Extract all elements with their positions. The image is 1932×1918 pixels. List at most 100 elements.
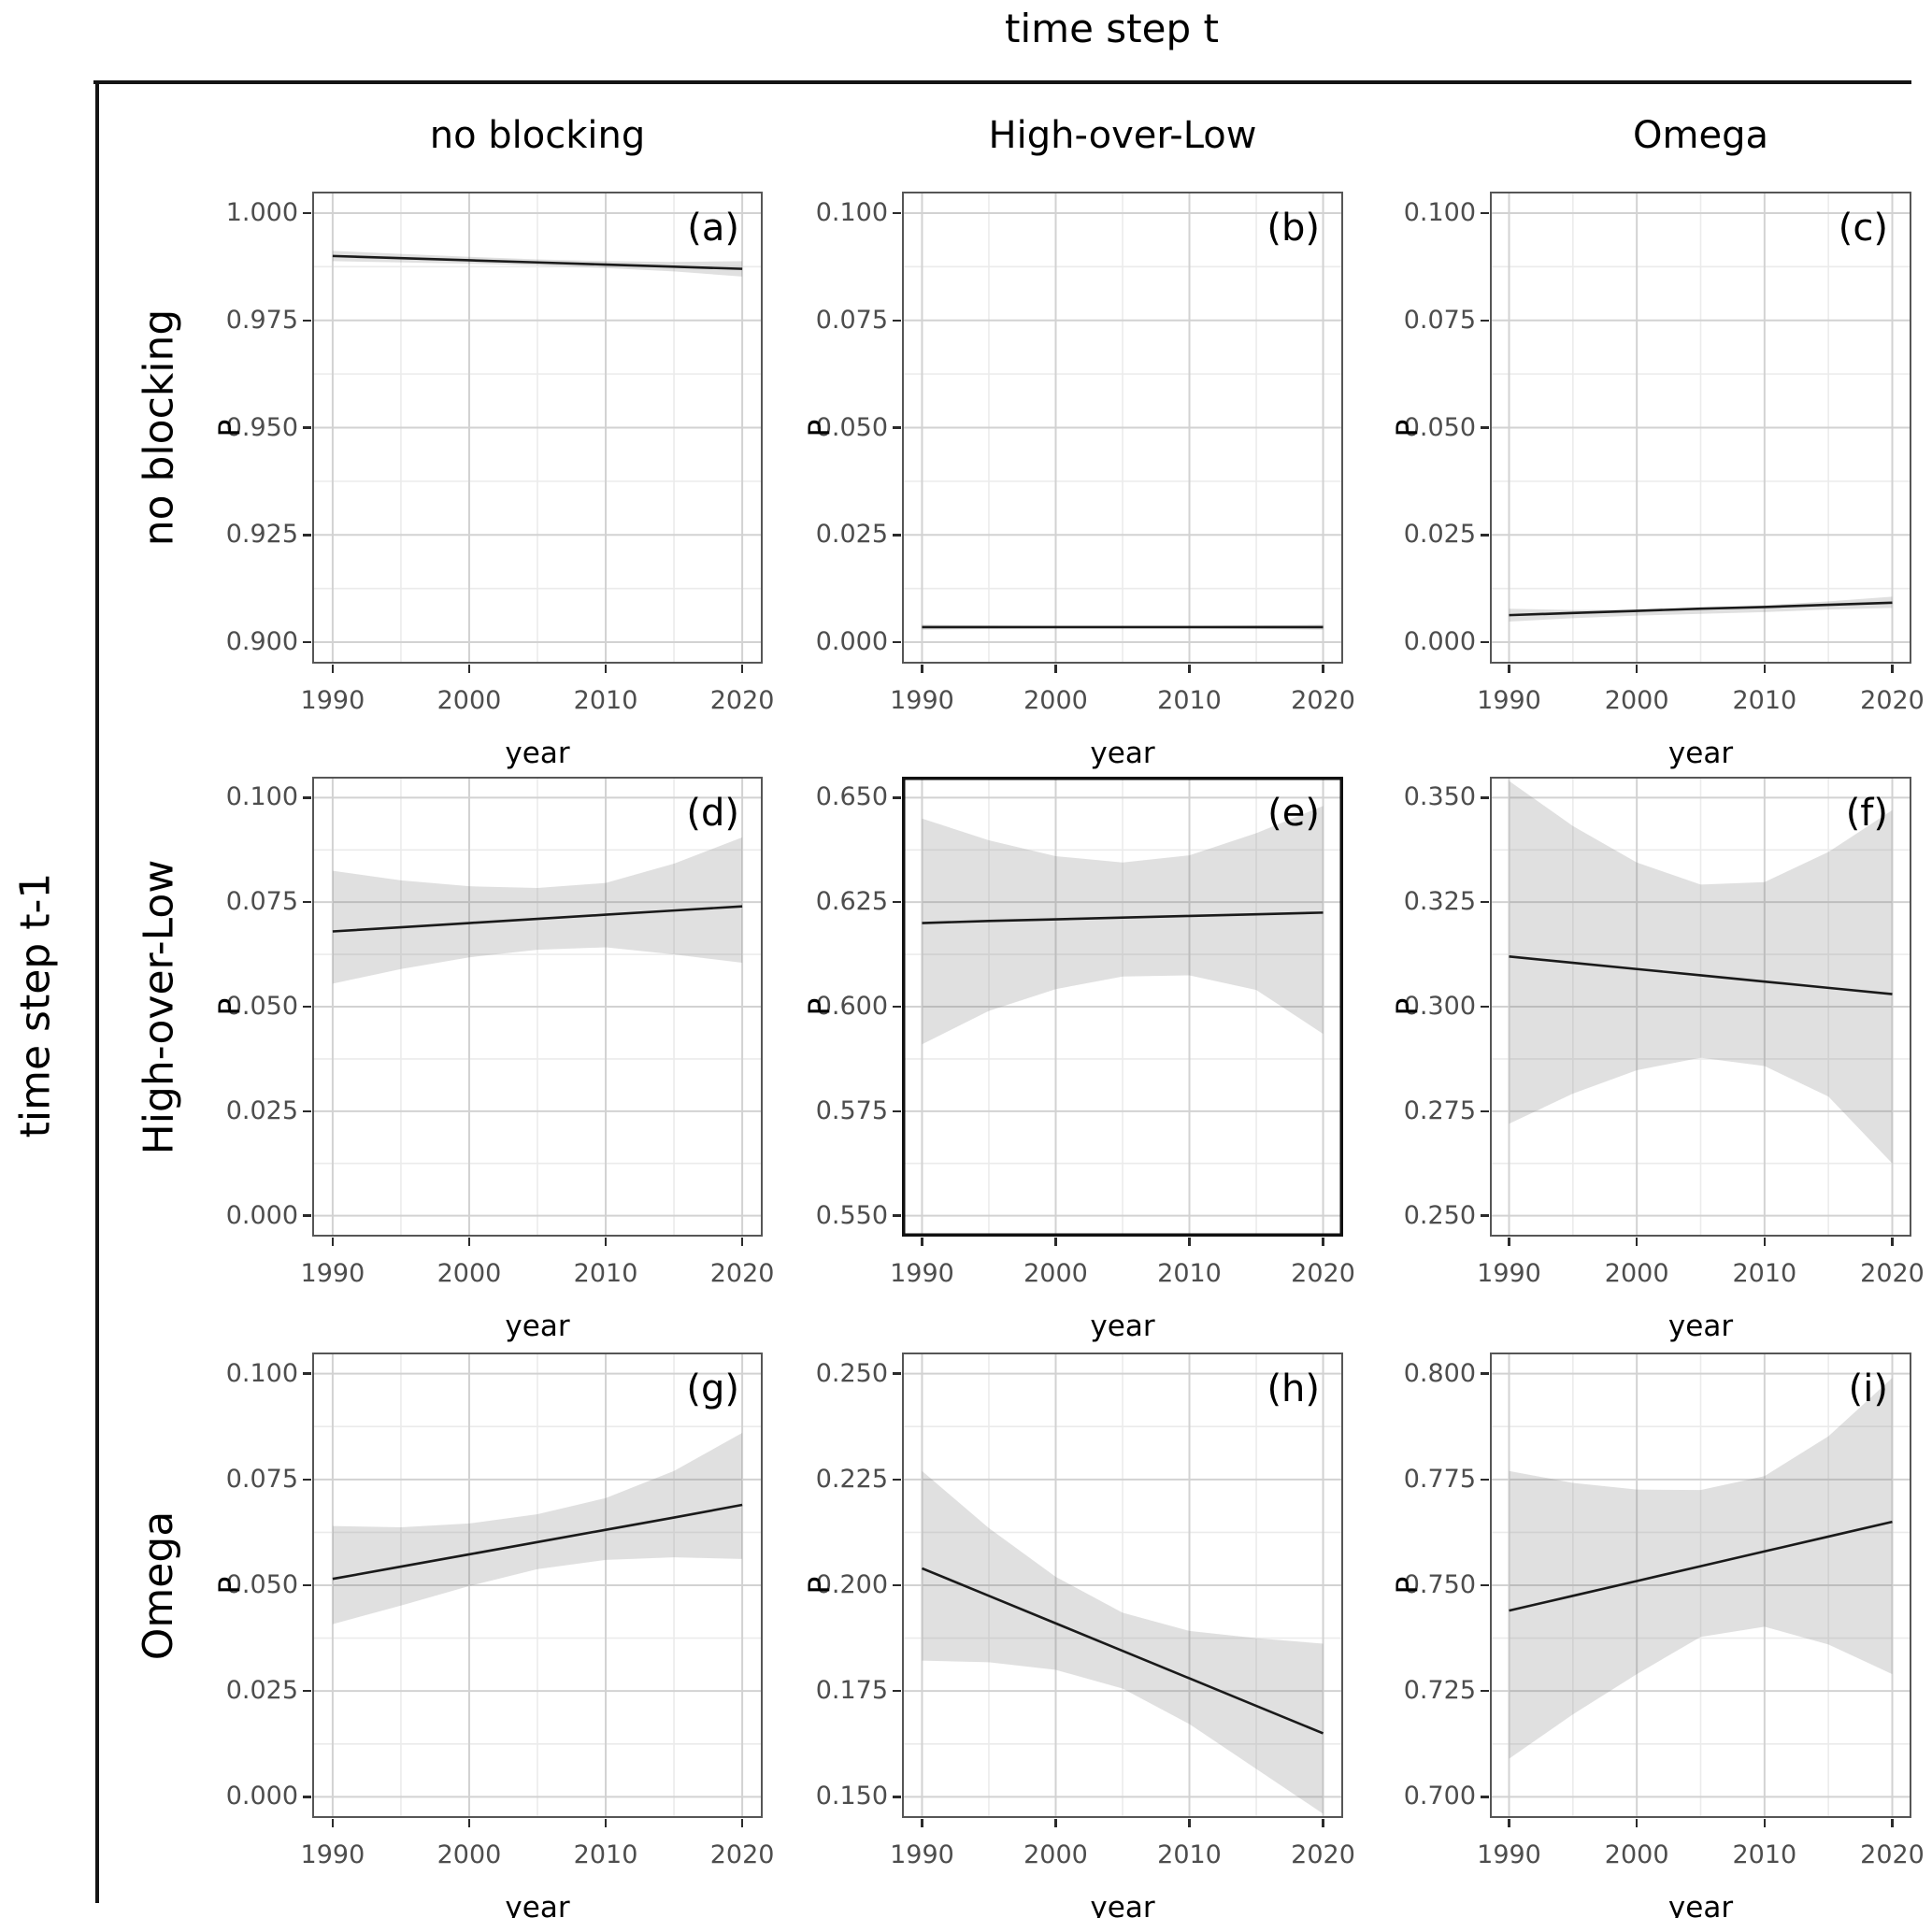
- y-tick-mark: [303, 426, 311, 429]
- x-tick-label: 2020: [1291, 1840, 1355, 1869]
- y-tick-mark: [893, 211, 901, 215]
- y-tick-mark: [893, 1796, 901, 1798]
- left-axis-rule: [95, 80, 99, 1903]
- x-tick-label: 1990: [1477, 1840, 1541, 1869]
- x-tick-label: 2010: [573, 1259, 638, 1288]
- x-tick-label: 2020: [1860, 686, 1925, 715]
- y-tick-label: 0.575: [815, 1095, 888, 1125]
- y-tick-label: 0.025: [225, 1676, 298, 1706]
- panel-tag: (h): [1267, 1367, 1320, 1410]
- y-tick-mark: [1481, 640, 1489, 644]
- trend-line: [1509, 955, 1893, 995]
- panel-border: [1490, 192, 1911, 664]
- y-tick-mark: [893, 1005, 901, 1009]
- y-axis-title: P: [213, 997, 247, 1016]
- x-tick-mark: [1322, 1238, 1324, 1246]
- trend-line: [922, 911, 1324, 924]
- y-tick-label: 0.175: [815, 1676, 888, 1706]
- x-tick-mark: [1763, 1238, 1767, 1246]
- y-tick-label: 0.025: [225, 1095, 298, 1125]
- y-tick-mark: [1481, 319, 1489, 322]
- panel-plot-i: [1490, 1353, 1911, 1818]
- x-axis-title: year: [1090, 1310, 1155, 1343]
- trend-line: [1509, 601, 1893, 617]
- figure-title: time step t: [1005, 6, 1219, 51]
- x-tick-label: 2000: [436, 686, 502, 715]
- y-tick-mark: [303, 1372, 311, 1375]
- column-header-omega: Omega: [1633, 114, 1768, 157]
- x-tick-label: 2020: [1291, 686, 1355, 715]
- y-tick-label: 0.600: [815, 992, 888, 1021]
- x-tick-mark: [740, 665, 744, 673]
- y-tick-mark: [1481, 1478, 1489, 1481]
- x-tick-mark: [1635, 665, 1639, 673]
- x-tick-label: 2020: [709, 1259, 775, 1288]
- y-tick-mark: [303, 1478, 311, 1481]
- y-axis-title: P: [803, 419, 837, 437]
- x-tick-label: 2010: [1157, 1259, 1222, 1288]
- x-tick-label: 2020: [709, 1840, 775, 1869]
- y-tick-label: 0.225: [815, 1464, 888, 1494]
- y-tick-mark: [1481, 796, 1489, 799]
- x-tick-mark: [1508, 1819, 1510, 1827]
- column-header-no-blocking: no blocking: [429, 114, 646, 157]
- y-tick-mark: [303, 1109, 311, 1113]
- y-tick-label: 0.100: [815, 197, 888, 227]
- y-tick-label: 0.550: [815, 1200, 888, 1230]
- x-tick-mark: [921, 1238, 923, 1246]
- y-tick-label: 0.050: [225, 992, 298, 1021]
- panel-border: [902, 1353, 1343, 1818]
- x-tick-mark: [1188, 665, 1191, 673]
- y-axis-title: P: [803, 1576, 837, 1595]
- x-tick-label: 1990: [890, 1259, 954, 1288]
- y-tick-mark: [303, 900, 311, 904]
- x-axis-title: year: [505, 1891, 570, 1918]
- confidence-ribbon: [922, 806, 1324, 1045]
- x-tick-label: 2020: [1860, 1840, 1925, 1869]
- y-tick-label: 0.000: [815, 627, 888, 657]
- y-tick-mark: [303, 1583, 311, 1587]
- x-tick-label: 2000: [1023, 1840, 1088, 1869]
- x-tick-label: 2000: [1023, 1259, 1088, 1288]
- y-tick-label: 0.100: [1403, 197, 1476, 227]
- x-tick-mark: [467, 1819, 471, 1827]
- y-tick-mark: [1481, 211, 1489, 215]
- trend-line: [332, 1503, 743, 1581]
- y-tick-mark: [893, 1689, 901, 1693]
- confidence-ribbon: [332, 837, 743, 984]
- x-tick-label: 2000: [1023, 686, 1088, 715]
- panel-plot-f: [1490, 777, 1911, 1237]
- y-tick-mark: [893, 640, 901, 644]
- y-tick-mark: [893, 1109, 901, 1113]
- panel-plot-b: [902, 192, 1343, 664]
- y-tick-mark: [1481, 1005, 1489, 1009]
- x-axis-title: year: [1667, 1310, 1734, 1343]
- confidence-ribbon: [1509, 1378, 1893, 1759]
- y-tick-mark: [893, 1214, 901, 1217]
- y-tick-mark: [303, 1796, 311, 1798]
- y-tick-mark: [893, 1478, 901, 1481]
- y-axis-title: P: [213, 1576, 247, 1595]
- x-tick-mark: [331, 665, 335, 673]
- y-tick-label: 0.100: [225, 1358, 298, 1388]
- x-tick-label: 1990: [300, 686, 365, 715]
- y-tick-label: 0.325: [1403, 887, 1476, 917]
- row-header-high-over-low: High-over-Low: [135, 859, 183, 1154]
- x-tick-mark: [1763, 665, 1767, 673]
- panel-border: [1490, 1353, 1911, 1818]
- y-tick-mark: [893, 1583, 901, 1587]
- x-tick-mark: [1635, 1819, 1639, 1827]
- x-tick-mark: [1054, 1819, 1057, 1827]
- y-tick-label: 0.750: [1403, 1570, 1476, 1599]
- y-tick-label: 0.650: [815, 782, 888, 812]
- x-tick-mark: [467, 1238, 471, 1246]
- x-tick-mark: [921, 1819, 923, 1827]
- x-tick-mark: [740, 1819, 744, 1827]
- panel-tag: (e): [1267, 792, 1320, 835]
- panel-border: [1490, 777, 1911, 1237]
- y-tick-mark: [893, 900, 901, 904]
- x-tick-label: 1990: [890, 686, 954, 715]
- y-tick-label: 0.250: [1403, 1200, 1476, 1230]
- panel-border: [312, 1353, 763, 1818]
- y-tick-mark: [893, 796, 901, 799]
